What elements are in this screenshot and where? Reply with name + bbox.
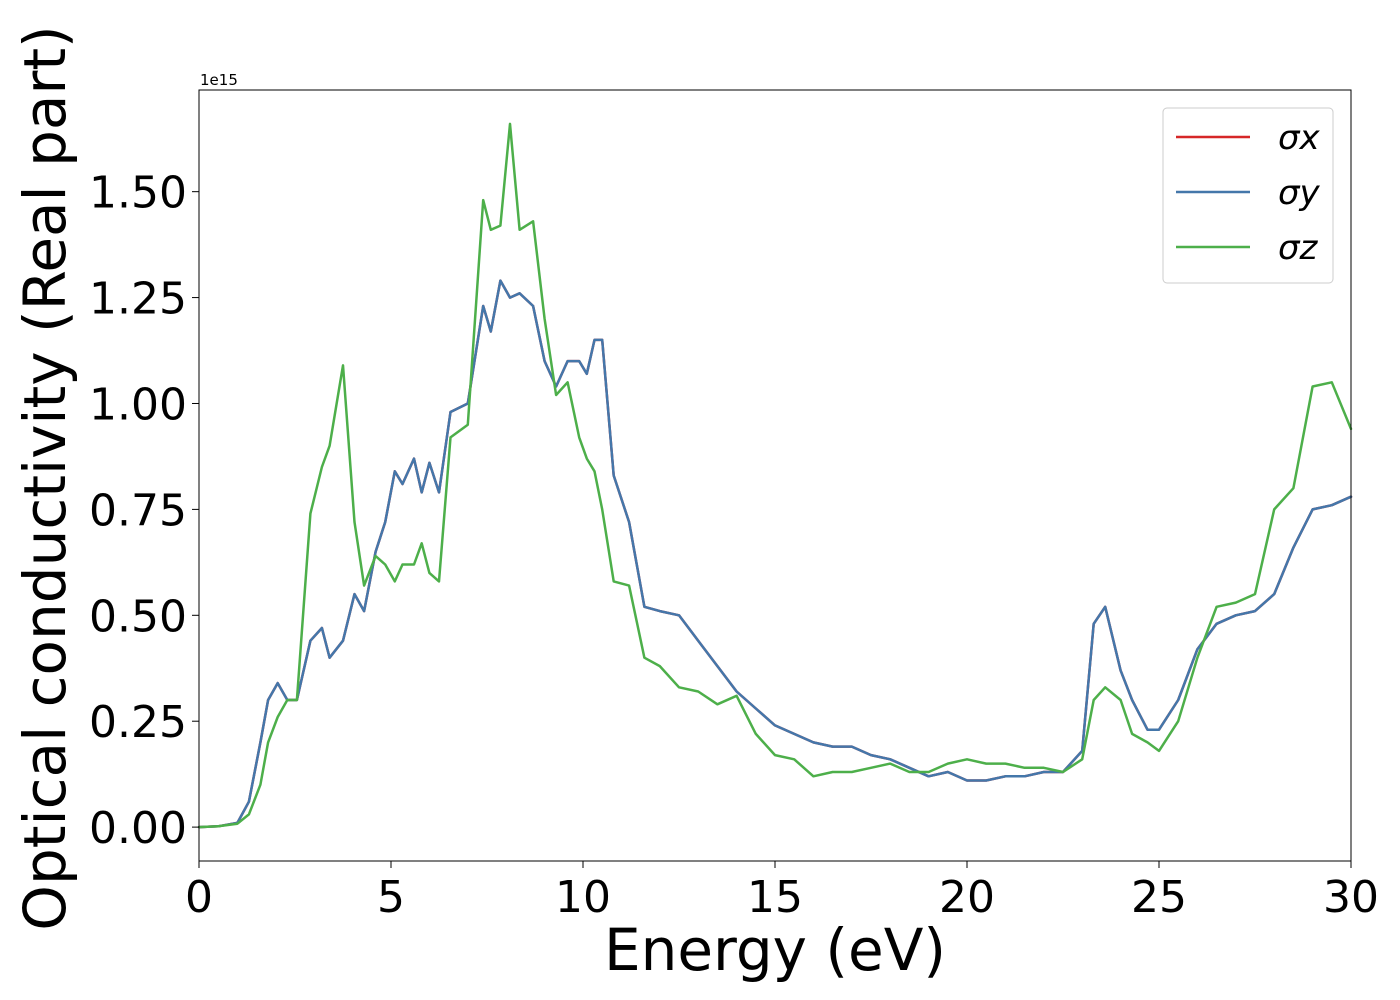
y-axis-label: Optical conductivity (Real part) <box>11 25 79 930</box>
legend: σx σy σz <box>1162 107 1334 284</box>
x-tick-label: 25 <box>1131 872 1187 923</box>
legend-label-1: σx <box>1278 118 1321 158</box>
x-tick-label: 20 <box>939 872 995 923</box>
series-line-2 <box>197 279 1353 829</box>
x-axis-label: Energy (eV) <box>604 916 946 984</box>
y-tick-label: 0.50 <box>89 591 187 642</box>
y-tick-label: 1.00 <box>89 379 187 430</box>
y-tick-label: 0.25 <box>89 697 187 748</box>
x-axis: 0 5 10 15 20 25 30 <box>185 861 1379 923</box>
x-tick-label: 10 <box>555 872 611 923</box>
legend-frame <box>1162 107 1334 284</box>
legend-label-3: σz <box>1278 228 1319 268</box>
offset-text: 1e15 <box>200 71 238 89</box>
y-axis: 0.00 0.25 0.50 0.75 1.00 1.25 1.50 <box>89 168 199 854</box>
x-tick-label: 30 <box>1323 872 1379 923</box>
x-tick-label: 0 <box>185 872 213 923</box>
y-tick-label: 0.00 <box>89 803 187 854</box>
x-tick-label: 5 <box>377 872 405 923</box>
series-layer <box>197 122 1353 829</box>
legend-label-2: σy <box>1278 173 1321 213</box>
x-tick-label: 15 <box>747 872 803 923</box>
y-tick-label: 0.75 <box>89 485 187 536</box>
series-line-3 <box>197 122 1353 829</box>
y-tick-label: 1.25 <box>89 274 187 325</box>
y-tick-label: 1.50 <box>89 168 187 219</box>
